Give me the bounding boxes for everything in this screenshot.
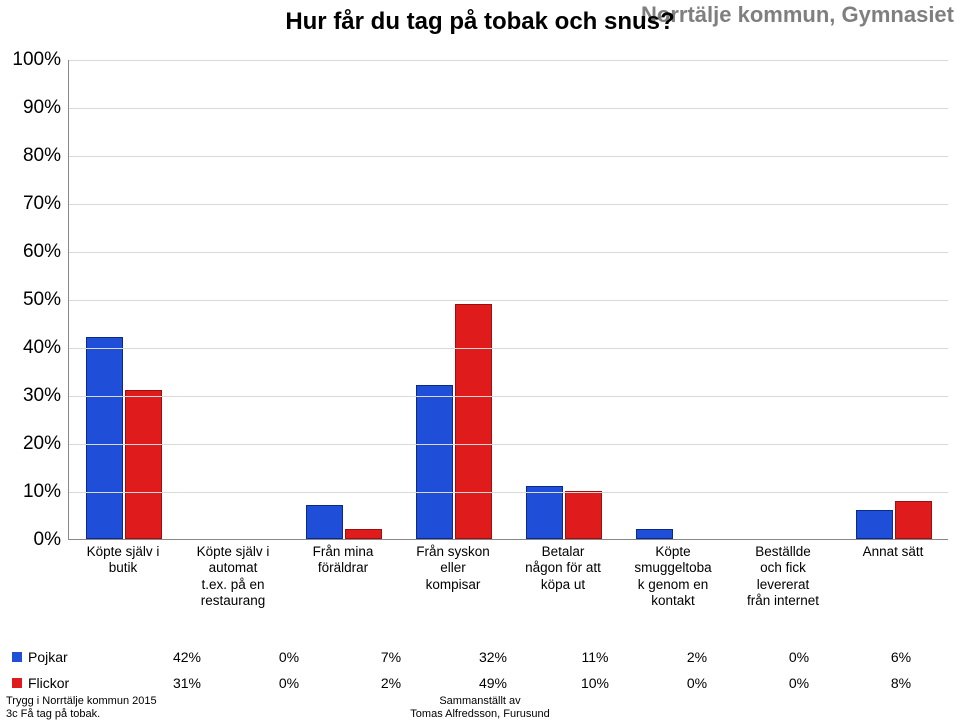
table-value: 42% [136,649,238,665]
table-value: 8% [850,675,952,691]
bar [86,337,123,539]
footer-left-line2: 3c Få tag på tobak. [6,708,100,720]
table-row: Flickor31%0%2%49%10%0%0%8% [8,670,952,696]
x-axis-label: Från minaföräldrar [288,544,398,577]
plot-area: 0%10%20%30%40%50%60%70%80%90%100% [68,60,948,540]
y-axis-label: 10% [23,481,61,503]
grid-line [69,396,948,397]
table-value: 7% [340,649,442,665]
table-value: 31% [136,675,238,691]
page: Norrtälje kommun, Gymnasiet Hur får du t… [0,0,960,726]
table-value: 2% [646,649,748,665]
table-value: 0% [646,675,748,691]
footer-center-line1: Sammanställt av [439,695,520,707]
table-value: 6% [850,649,952,665]
footer-left: Trygg i Norrtälje kommun 2015 3c Få tag … [6,695,157,723]
data-table: Pojkar42%0%7%32%11%2%0%6%Flickor31%0%2%4… [8,644,952,696]
series-name-cell: Flickor [8,675,136,691]
y-axis-label: 70% [23,193,61,215]
grid-line [69,108,948,109]
y-axis-label: 0% [34,529,61,551]
footer-left-line1: Trygg i Norrtälje kommun 2015 [6,695,157,707]
y-axis-label: 50% [23,289,61,311]
grid-line [69,204,948,205]
bar [565,491,602,539]
chart-area: 0%10%20%30%40%50%60%70%80%90%100% [68,60,948,540]
table-value: 0% [238,675,340,691]
y-axis-label: 60% [23,241,61,263]
y-axis-label: 100% [12,49,61,71]
x-axis-labels: Köpte själv ibutikKöpte själv iautomatt.… [68,544,948,640]
footer-center-line2: Tomas Alfredsson, Furusund [410,708,549,720]
table-row: Pojkar42%0%7%32%11%2%0%6% [8,644,952,670]
table-value: 11% [544,649,646,665]
x-axis-label: Annat sätt [838,544,948,560]
table-value: 49% [442,675,544,691]
y-axis-label: 80% [23,145,61,167]
x-axis-label: Köpte själv iautomatt.ex. på enrestauran… [178,544,288,610]
x-axis-label: Köptesmuggeltobak genom enkontakt [618,544,728,610]
grid-line [69,252,948,253]
x-axis-label: Från syskonellerkompisar [398,544,508,593]
table-value: 0% [748,675,850,691]
grid-line [69,60,948,61]
y-axis-label: 30% [23,385,61,407]
y-axis-label: 20% [23,433,61,455]
table-value: 0% [748,649,850,665]
table-value: 2% [340,675,442,691]
bar [345,529,382,539]
series-name: Flickor [28,675,69,691]
series-name: Pojkar [28,649,68,665]
y-axis-label: 90% [23,97,61,119]
bar [306,505,343,539]
bar [455,304,492,539]
bar [895,501,932,539]
bar [636,529,673,539]
bar [526,486,563,539]
table-value: 32% [442,649,544,665]
x-axis-label: Beställdeoch ficklevereratfrån internet [728,544,838,610]
grid-line [69,348,948,349]
legend-swatch [12,678,22,688]
x-axis-label: Köpte själv ibutik [68,544,178,577]
grid-line [69,156,948,157]
series-name-cell: Pojkar [8,649,136,665]
x-axis-label: Betalarnågon för attköpa ut [508,544,618,593]
y-axis-label: 40% [23,337,61,359]
bar [125,390,162,539]
bar [416,385,453,539]
table-value: 0% [238,649,340,665]
grid-line [69,444,948,445]
chart-title: Hur får du tag på tobak och snus? [0,8,960,36]
bar [856,510,893,539]
table-value: 10% [544,675,646,691]
grid-line [69,300,948,301]
grid-line [69,492,948,493]
legend-swatch [12,652,22,662]
